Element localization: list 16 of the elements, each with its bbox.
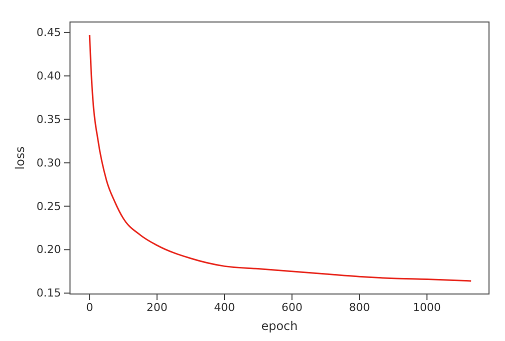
- x-axis-title: epoch: [261, 319, 298, 333]
- y-tick-label: 0.45: [36, 26, 61, 39]
- y-axis-title: loss: [13, 146, 27, 170]
- x-tick-label: 1000: [412, 300, 441, 314]
- x-tick-label: 800: [348, 300, 370, 314]
- line-series: [88, 34, 472, 282]
- x-tick-label: 600: [281, 300, 302, 314]
- y-tick-label: 0.25: [36, 200, 61, 213]
- y-tick-label: 0.15: [36, 286, 61, 300]
- x-tick-label: 200: [146, 300, 168, 314]
- x-tick-label: 400: [214, 300, 236, 314]
- y-tick-label: 0.35: [36, 112, 61, 126]
- y-tick-label: 0.30: [36, 156, 61, 170]
- y-tick-label: 0.40: [36, 69, 61, 82]
- x-tick-label: 0: [86, 300, 94, 314]
- y-tick-label: 0.20: [36, 243, 61, 256]
